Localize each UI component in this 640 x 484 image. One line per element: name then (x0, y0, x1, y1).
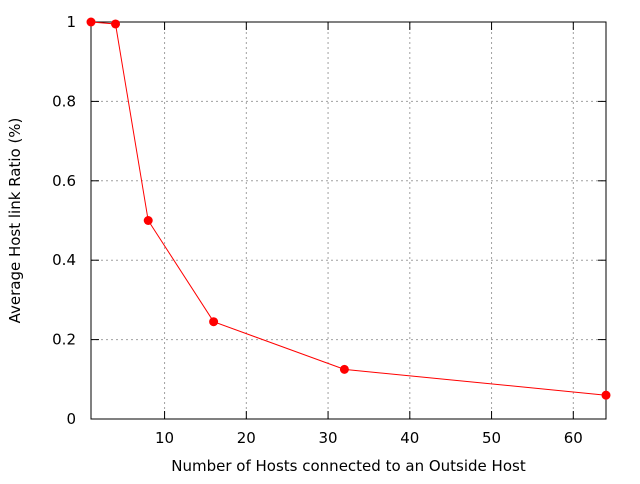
x-tick-label: 40 (400, 429, 419, 447)
series-line (90, 21, 607, 396)
y-tick-label: 0 (66, 410, 76, 428)
data-point (86, 17, 96, 27)
data-point (209, 317, 219, 327)
data-point (601, 390, 611, 400)
plot-frame (90, 21, 607, 420)
data-point (111, 19, 121, 29)
y-tick-label: 0.2 (52, 331, 76, 349)
x-tick-label: 50 (482, 429, 501, 447)
y-tick-label: 0.8 (52, 92, 76, 110)
data-point (339, 364, 349, 374)
y-tick-label: 0.6 (52, 172, 76, 190)
grid (91, 22, 606, 419)
data-point (143, 216, 153, 225)
x-tick-label: 20 (237, 429, 256, 447)
x-axis-label: Number of Hosts connected to an Outside … (171, 457, 526, 475)
series (86, 17, 611, 400)
x-tick-label: 60 (564, 429, 583, 447)
x-tick-label: 30 (319, 429, 338, 447)
y-axis-ticks: 0 0.2 0.4 0.6 0.8 1 (52, 13, 606, 428)
y-axis-label: Average Host link Ratio (%) (6, 118, 24, 324)
y-tick-label: 1 (66, 13, 76, 31)
axes (90, 21, 607, 420)
x-tick-label: 10 (155, 429, 174, 447)
y-tick-label: 0.4 (52, 251, 76, 269)
x-axis-ticks: 10 20 30 40 50 60 (155, 22, 583, 447)
